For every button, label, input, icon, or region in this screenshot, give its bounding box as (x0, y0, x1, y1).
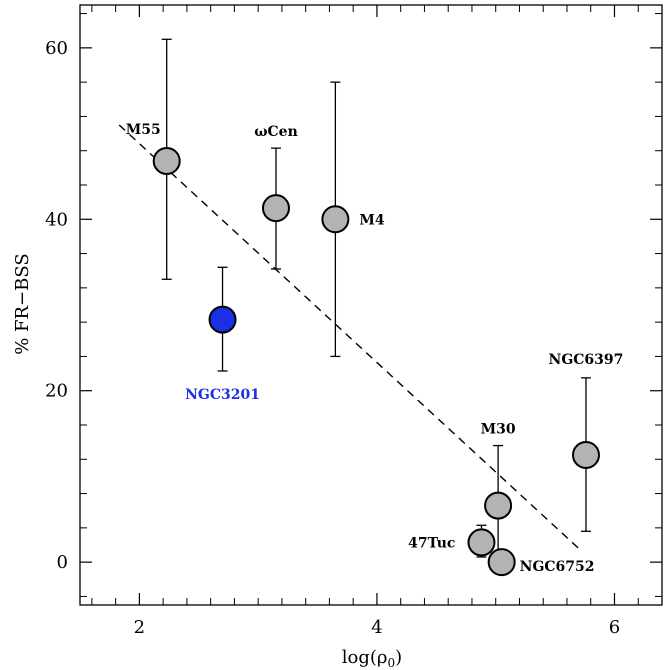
data-point (208, 305, 237, 334)
cluster-label: M55 (126, 122, 161, 138)
plot-frame (79, 4, 663, 606)
cluster-label: ωCen (254, 124, 298, 140)
cluster-label: M30 (481, 422, 516, 438)
data-point (261, 194, 290, 223)
y-tick-label: 20 (45, 381, 68, 402)
cluster-label: NGC6397 (549, 352, 624, 368)
data-point (487, 548, 516, 577)
data-point (467, 528, 496, 557)
x-tick-label: 6 (609, 617, 620, 638)
x-axis-title: log(ρ0) (342, 647, 402, 670)
data-point (152, 147, 181, 175)
cluster-label: NGC6752 (520, 559, 595, 575)
data-point (571, 441, 600, 469)
data-point (321, 205, 350, 234)
x-tick-label: 2 (134, 617, 145, 638)
x-tick-label: 4 (371, 617, 382, 638)
cluster-label: NGC3201 (185, 387, 260, 403)
fit-line (118, 124, 583, 553)
y-axis-title: % FR−BSS (12, 253, 33, 355)
cluster-label: M4 (359, 212, 384, 228)
cluster-label: 47Tuc (408, 535, 455, 551)
y-tick-label: 60 (45, 38, 68, 59)
y-tick-label: 40 (45, 209, 68, 230)
y-tick-label: 0 (57, 552, 68, 573)
data-point (484, 491, 513, 520)
